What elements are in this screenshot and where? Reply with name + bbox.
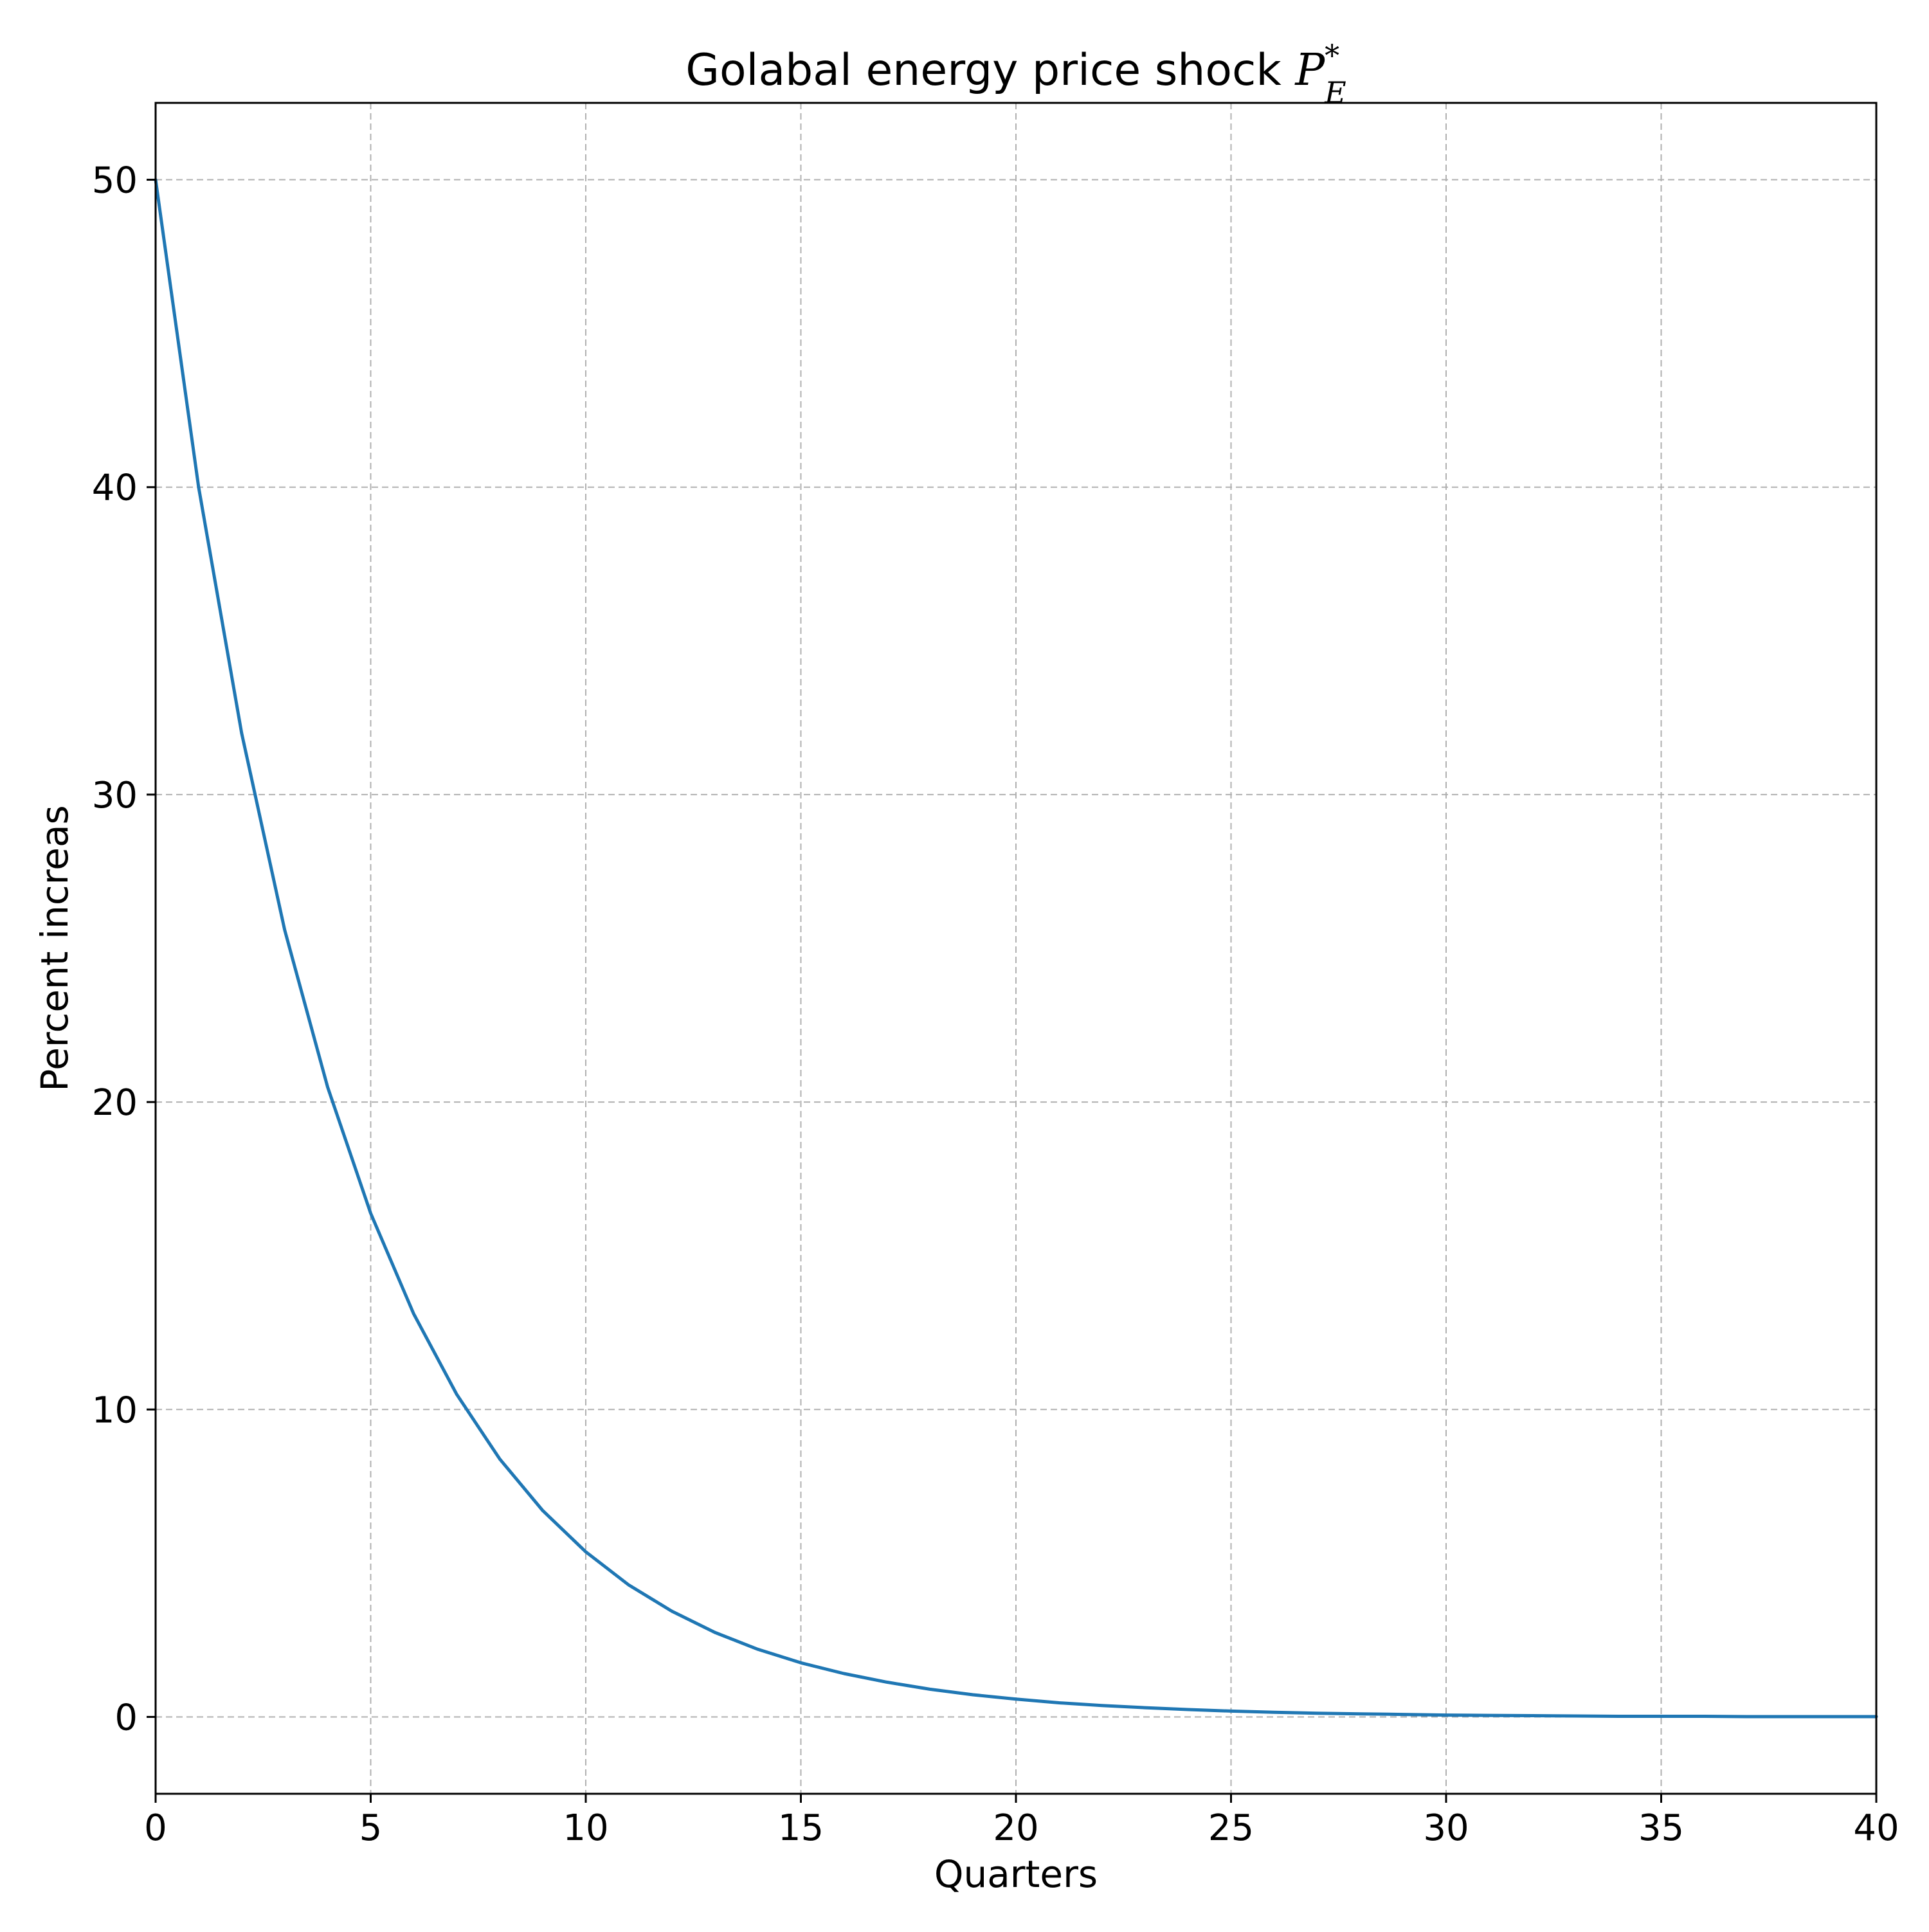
x-tick-label: 40 (1853, 1807, 1899, 1849)
x-tick-label: 35 (1638, 1807, 1684, 1849)
x-tick-label: 20 (993, 1807, 1038, 1849)
y-tick-label: 0 (114, 1697, 138, 1738)
chart-title-math-subscript: E (1324, 75, 1346, 110)
y-tick-label: 10 (92, 1389, 138, 1431)
x-tick-label: 15 (778, 1807, 824, 1849)
series-layer (154, 178, 1878, 1719)
x-tick-label: 10 (563, 1807, 608, 1849)
x-tick-label: 25 (1208, 1807, 1254, 1849)
chart-title-text: Golabal energy price shock (685, 45, 1295, 96)
tick-layer: 0 5 10 15 20 25 30 35 40 0 10 20 30 40 50 (92, 160, 1899, 1849)
chart-title-math-base: P (1294, 45, 1325, 96)
x-tick-label: 30 (1423, 1807, 1469, 1849)
x-axis-label: Quarters (934, 1852, 1098, 1896)
chart-title-math-superscript: * (1325, 38, 1339, 73)
y-axis-label: Percent increas (33, 805, 77, 1091)
x-tick-label: 5 (359, 1807, 383, 1849)
chart-title: Golabal energy price shock P* E (685, 38, 1346, 110)
x-tick-label: 0 (144, 1807, 167, 1849)
y-tick-label: 30 (92, 775, 138, 817)
y-tick-label: 50 (92, 160, 138, 202)
y-tick-label: 40 (92, 467, 138, 509)
y-tick-label: 20 (92, 1082, 138, 1124)
series-line (154, 178, 1878, 1719)
